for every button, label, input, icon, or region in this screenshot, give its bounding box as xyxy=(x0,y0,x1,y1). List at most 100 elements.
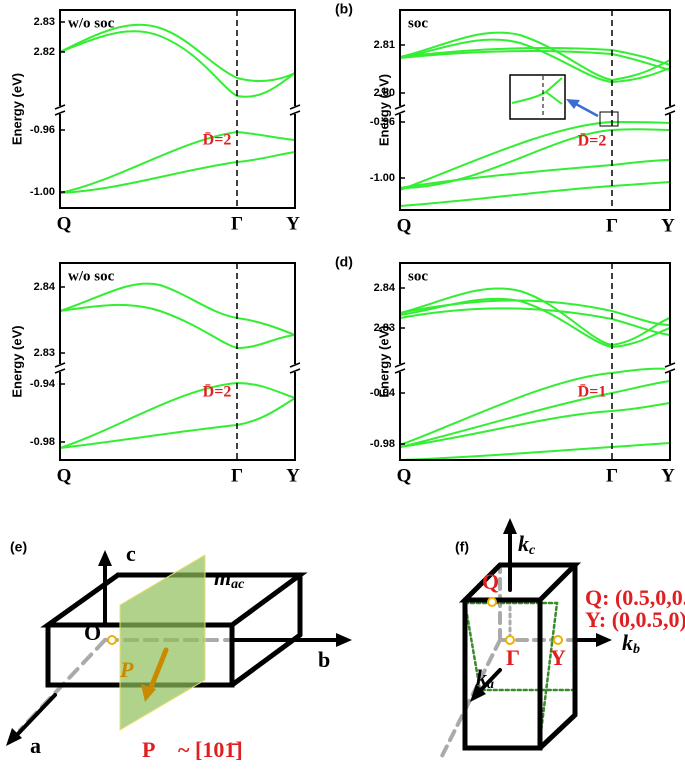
band-panel: 2.83 2.82 -0.96 -1.00 Q Γ Yw/o soc D̄=2 xyxy=(30,9,301,234)
y-tick-label: -0.94 xyxy=(30,378,56,390)
band xyxy=(59,130,296,194)
axis-break xyxy=(664,362,676,368)
axis-break xyxy=(289,368,301,374)
band xyxy=(59,151,296,194)
axis-break xyxy=(394,104,406,110)
lattice-diagram xyxy=(6,550,352,746)
band xyxy=(59,282,296,336)
kb: kb xyxy=(622,630,640,657)
ka-sub: a xyxy=(487,677,494,692)
band xyxy=(59,381,296,449)
panel-tag: w/o soc xyxy=(68,15,115,31)
y-axis-label: Energy (eV) xyxy=(9,325,24,397)
band xyxy=(399,181,671,207)
origin: O xyxy=(84,620,101,645)
y-tick-label: -0.96 xyxy=(370,116,395,128)
band xyxy=(399,380,671,448)
y-tick-label: -0.96 xyxy=(30,124,55,136)
x-tick-label: Q xyxy=(57,465,72,486)
kc-base: k xyxy=(518,531,529,556)
panel-label: (d) xyxy=(335,254,353,270)
p-direction: P⃗ ~ [101̄] xyxy=(142,737,243,762)
y-tick-label: 2.84 xyxy=(374,282,396,294)
axis-break xyxy=(289,104,301,110)
y-tick-label: 2.83 xyxy=(374,322,395,334)
axis-break xyxy=(664,368,676,374)
annotation: D̄=2 xyxy=(203,382,232,401)
y-axis-label: Energy (eV) xyxy=(376,325,391,397)
annotation: D̄=2 xyxy=(578,131,607,150)
kc-sub: c xyxy=(529,543,536,558)
ka: ka xyxy=(476,665,494,692)
annotation: D̄=1 xyxy=(578,382,607,401)
band xyxy=(399,299,671,326)
q-point: Q xyxy=(482,569,499,594)
axis-break xyxy=(54,110,66,116)
q-coord: Q: (0.5,0,0.5) xyxy=(585,585,685,610)
frame xyxy=(399,262,671,461)
frame xyxy=(59,262,296,461)
x-tick-label: Γ xyxy=(231,465,243,486)
labels: (e) c mac O P⃗ b a P⃗ ~ [101̄] (f) kc Q … xyxy=(10,531,685,762)
axis-break xyxy=(664,110,676,116)
y-tick-label: -0.98 xyxy=(370,438,395,450)
panel-tag: w/o soc xyxy=(68,268,115,284)
kb-base: k xyxy=(622,630,633,655)
band xyxy=(399,31,671,82)
annotation: D̄=2 xyxy=(203,130,232,149)
zoom-arrow xyxy=(573,101,599,118)
y-tick-label: 2.83 xyxy=(34,16,55,28)
plane-sub: ac xyxy=(231,577,245,592)
x-tick-label: Y xyxy=(286,465,300,486)
zoom-box xyxy=(599,111,619,127)
axis-break-gap xyxy=(290,106,300,114)
plane-m: m xyxy=(214,565,231,590)
axis-break xyxy=(289,362,301,368)
band xyxy=(59,303,296,350)
kc: kc xyxy=(518,531,536,558)
panel-tag: soc xyxy=(408,268,428,284)
y-axis-label: Energy (eV) xyxy=(376,74,391,146)
band xyxy=(399,442,671,461)
band xyxy=(59,397,296,449)
p-vector: P⃗ xyxy=(119,657,151,682)
axis-break-gap xyxy=(665,364,675,372)
x-tick-label: Q xyxy=(397,465,412,486)
axis-break-gap xyxy=(665,106,675,114)
axis-break xyxy=(289,110,301,116)
y-tick-label: -0.98 xyxy=(30,436,55,448)
axis-b: b xyxy=(318,647,330,672)
band-panel: 2.84 2.83 -0.94 -0.98 Q Γ Yw/o soc D̄=2 xyxy=(30,262,301,486)
axis-break-gap xyxy=(55,106,65,114)
x-tick-label: Y xyxy=(661,465,675,486)
x-tick-label: Γ xyxy=(231,213,243,234)
x-tick-label: Γ xyxy=(606,465,618,486)
band xyxy=(399,159,671,189)
y-tick-label: 2.84 xyxy=(34,281,56,293)
axis-break xyxy=(664,104,676,110)
zoom-arrow-head xyxy=(566,99,580,109)
y-tick-label: -1.00 xyxy=(30,186,55,198)
axis-break xyxy=(394,362,406,368)
ka-base: k xyxy=(476,665,487,690)
panel-label: (b) xyxy=(335,1,353,17)
plane-label: mac xyxy=(214,565,245,592)
axis-c: c xyxy=(126,541,136,566)
y-coord: Y: (0,0.5,0) xyxy=(585,607,685,632)
band xyxy=(399,46,671,66)
band xyxy=(399,128,671,189)
axis-break xyxy=(54,362,66,368)
y-axis-label: Energy (eV) xyxy=(9,73,24,145)
band xyxy=(399,120,671,191)
y-point: Y xyxy=(550,645,566,670)
x-tick-label: Q xyxy=(57,213,72,234)
band xyxy=(511,77,563,105)
band xyxy=(399,367,671,446)
panel-label: (f) xyxy=(455,539,469,555)
x-tick-label: Y xyxy=(661,215,675,236)
y-tick-label: 2.83 xyxy=(34,347,55,359)
inset xyxy=(509,74,619,127)
